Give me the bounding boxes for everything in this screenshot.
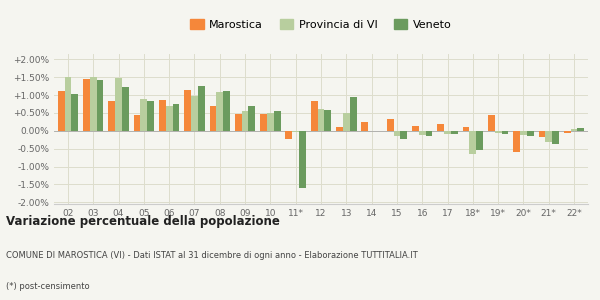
Bar [217,92,223,131]
Bar [184,90,191,131]
Bar [108,101,115,131]
Bar [545,131,552,142]
Bar [502,131,508,134]
Bar [469,131,476,154]
Bar [317,110,325,131]
Bar [71,94,78,131]
Bar [571,129,577,131]
Bar [274,111,281,131]
Bar [394,131,400,136]
Bar [134,115,140,131]
Bar [577,128,584,131]
Bar [495,131,502,133]
Bar [115,78,122,131]
Bar [242,111,248,131]
Bar [451,131,458,134]
Bar [564,131,571,133]
Bar [311,101,317,131]
Bar [173,104,179,131]
Bar [463,127,469,131]
Bar [140,99,147,131]
Bar [400,131,407,139]
Bar [58,92,65,131]
Text: (*) post-censimento: (*) post-censimento [6,282,89,291]
Text: Variazione percentuale della popolazione: Variazione percentuale della popolazione [6,214,280,227]
Bar [267,113,274,131]
Bar [386,119,394,131]
Bar [260,114,267,131]
Bar [527,131,534,136]
Bar [343,113,350,131]
Bar [122,87,129,131]
Bar [412,127,419,131]
Bar [248,106,256,131]
Bar [425,131,433,136]
Bar [286,131,292,139]
Bar [198,86,205,131]
Bar [97,80,103,131]
Bar [299,131,306,188]
Bar [325,110,331,131]
Bar [90,77,97,131]
Bar [350,97,356,131]
Bar [235,114,242,131]
Bar [65,77,71,131]
Bar [223,92,230,131]
Bar [488,115,495,131]
Bar [437,124,444,131]
Bar [539,131,545,137]
Legend: Marostica, Provincia di VI, Veneto: Marostica, Provincia di VI, Veneto [186,15,456,34]
Bar [513,131,520,152]
Bar [159,100,166,131]
Bar [191,96,198,131]
Bar [209,106,217,131]
Bar [361,122,368,131]
Bar [83,79,90,131]
Bar [166,106,173,131]
Text: COMUNE DI MAROSTICA (VI) - Dati ISTAT al 31 dicembre di ogni anno - Elaborazione: COMUNE DI MAROSTICA (VI) - Dati ISTAT al… [6,250,418,260]
Bar [419,131,425,135]
Bar [444,131,451,134]
Bar [520,131,527,135]
Bar [476,131,483,150]
Bar [336,127,343,131]
Bar [147,101,154,131]
Bar [552,131,559,144]
